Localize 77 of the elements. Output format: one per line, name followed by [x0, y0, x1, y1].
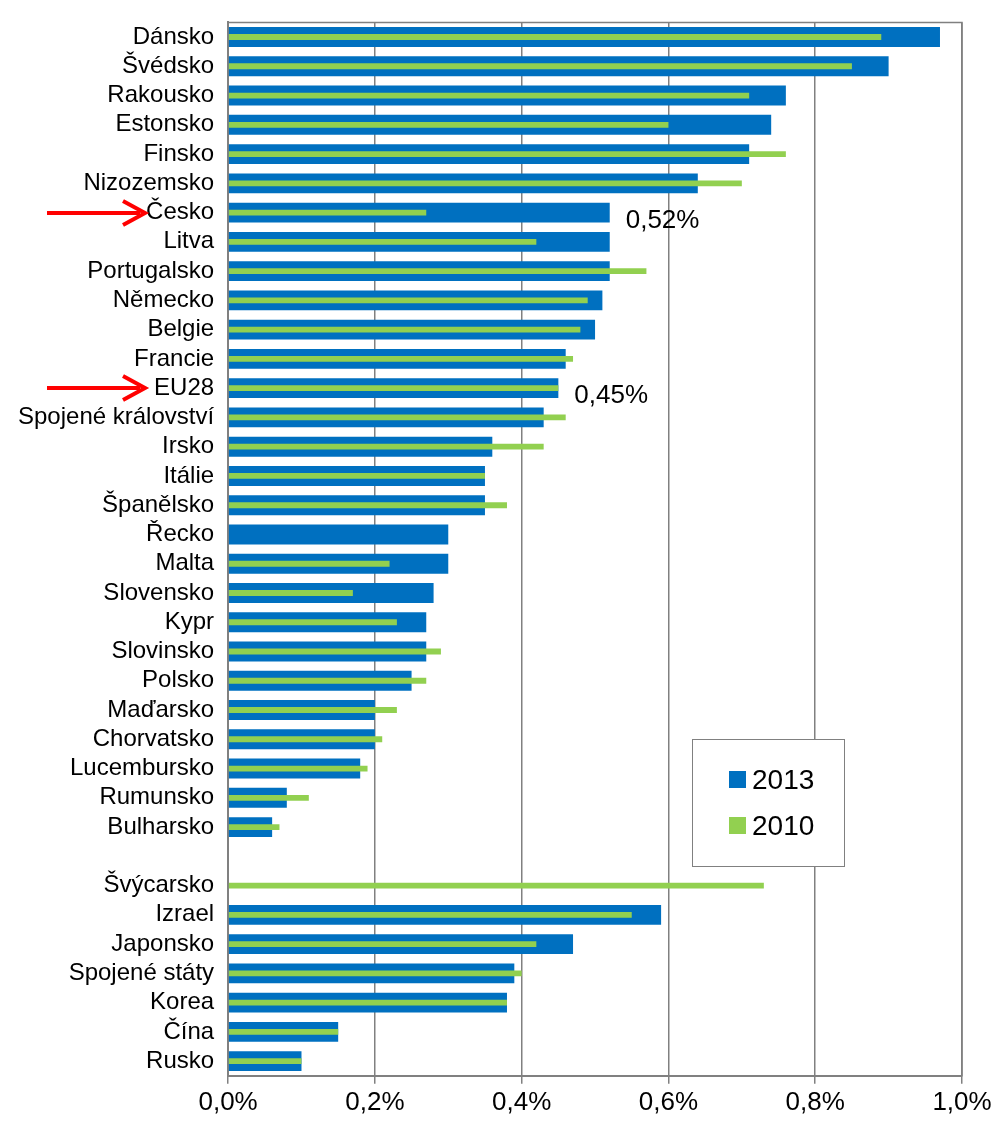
y-tick-label: Chorvatsko	[92, 723, 215, 751]
bar	[228, 524, 449, 545]
y-tick-label: Nizozemsko	[83, 167, 215, 195]
y-tick-label: Slovensko	[103, 577, 215, 605]
bar	[228, 209, 427, 216]
y-tick-label: Japonsko	[111, 928, 215, 956]
bar	[228, 121, 669, 128]
bar	[228, 63, 852, 70]
y-tick-label: Irsko	[162, 431, 215, 459]
bar	[228, 238, 537, 245]
bar	[228, 677, 427, 684]
y-tick-label: EU28	[154, 372, 215, 400]
x-tick-label: 0,4%	[492, 1085, 552, 1116]
y-tick-label: Estonsko	[115, 109, 215, 137]
y-tick-label: Spojené státy	[68, 958, 215, 986]
bar	[228, 970, 522, 977]
annotation: 0,45%	[574, 379, 649, 410]
x-tick-label: 1,0%	[932, 1085, 992, 1116]
bar	[228, 151, 786, 157]
legend-label: 2010	[752, 809, 815, 842]
y-tick-label: Francie	[134, 343, 215, 371]
bar	[228, 385, 559, 392]
bar	[228, 911, 632, 918]
bar	[228, 560, 390, 567]
y-tick-label: Rakousko	[107, 80, 215, 108]
y-tick-label: Česko	[146, 197, 215, 225]
bar	[228, 794, 309, 801]
y-tick-label: Spojené království	[17, 402, 215, 430]
bar	[228, 590, 353, 596]
annotation: 0,52%	[625, 203, 700, 234]
bar	[228, 619, 397, 626]
bar	[228, 1028, 339, 1035]
y-tick-label: Litva	[163, 226, 215, 254]
y-tick-label: Švýcarsko	[103, 870, 215, 898]
y-tick-label: Finsko	[143, 138, 215, 166]
bar	[228, 473, 485, 479]
bar	[228, 882, 764, 889]
y-tick-label: Itálie	[163, 460, 215, 488]
y-tick-label: Švédsko	[122, 50, 215, 78]
y-tick-label: Dánsko	[132, 21, 215, 49]
y-tick-label: Kypr	[164, 606, 215, 634]
bar	[228, 941, 537, 948]
bar	[228, 326, 581, 333]
y-tick-label: Čína	[163, 1016, 215, 1044]
bar	[228, 999, 507, 1006]
bar	[228, 268, 647, 275]
bar	[228, 355, 574, 362]
y-tick-label: Maďarsko	[107, 694, 215, 722]
y-tick-label: Rusko	[146, 1045, 215, 1073]
y-tick-label: Izrael	[155, 899, 215, 927]
bar	[228, 414, 566, 421]
legend-label: 2013	[752, 763, 815, 796]
bar	[228, 443, 544, 450]
y-tick-label: Rumunsko	[99, 782, 215, 810]
x-tick-label: 0,6%	[638, 1085, 699, 1116]
bar	[228, 180, 742, 187]
y-tick-label: Německo	[112, 285, 215, 313]
x-tick-label: 0,8%	[785, 1085, 845, 1116]
x-tick-label: 0,2%	[345, 1085, 405, 1116]
y-tick-label: Slovinsko	[111, 636, 215, 664]
x-tick-label: 0,0%	[198, 1085, 258, 1116]
y-tick-label: Belgie	[147, 314, 215, 342]
y-tick-label: Řecko	[146, 519, 215, 547]
bar	[228, 824, 280, 831]
y-tick-label: Portugalsko	[87, 255, 215, 283]
y-tick-label: Španělsko	[102, 489, 215, 517]
bar	[228, 502, 507, 509]
bar	[228, 736, 383, 743]
y-tick-label: Lucembursko	[70, 753, 215, 781]
y-tick-label: Polsko	[142, 665, 215, 693]
bar	[228, 707, 397, 713]
bar	[228, 297, 588, 304]
y-tick-label: Malta	[155, 548, 215, 576]
bar	[228, 34, 882, 40]
y-tick-label: Korea	[150, 987, 215, 1015]
bar	[228, 1058, 302, 1065]
y-tick-label: Bulharsko	[107, 811, 215, 839]
